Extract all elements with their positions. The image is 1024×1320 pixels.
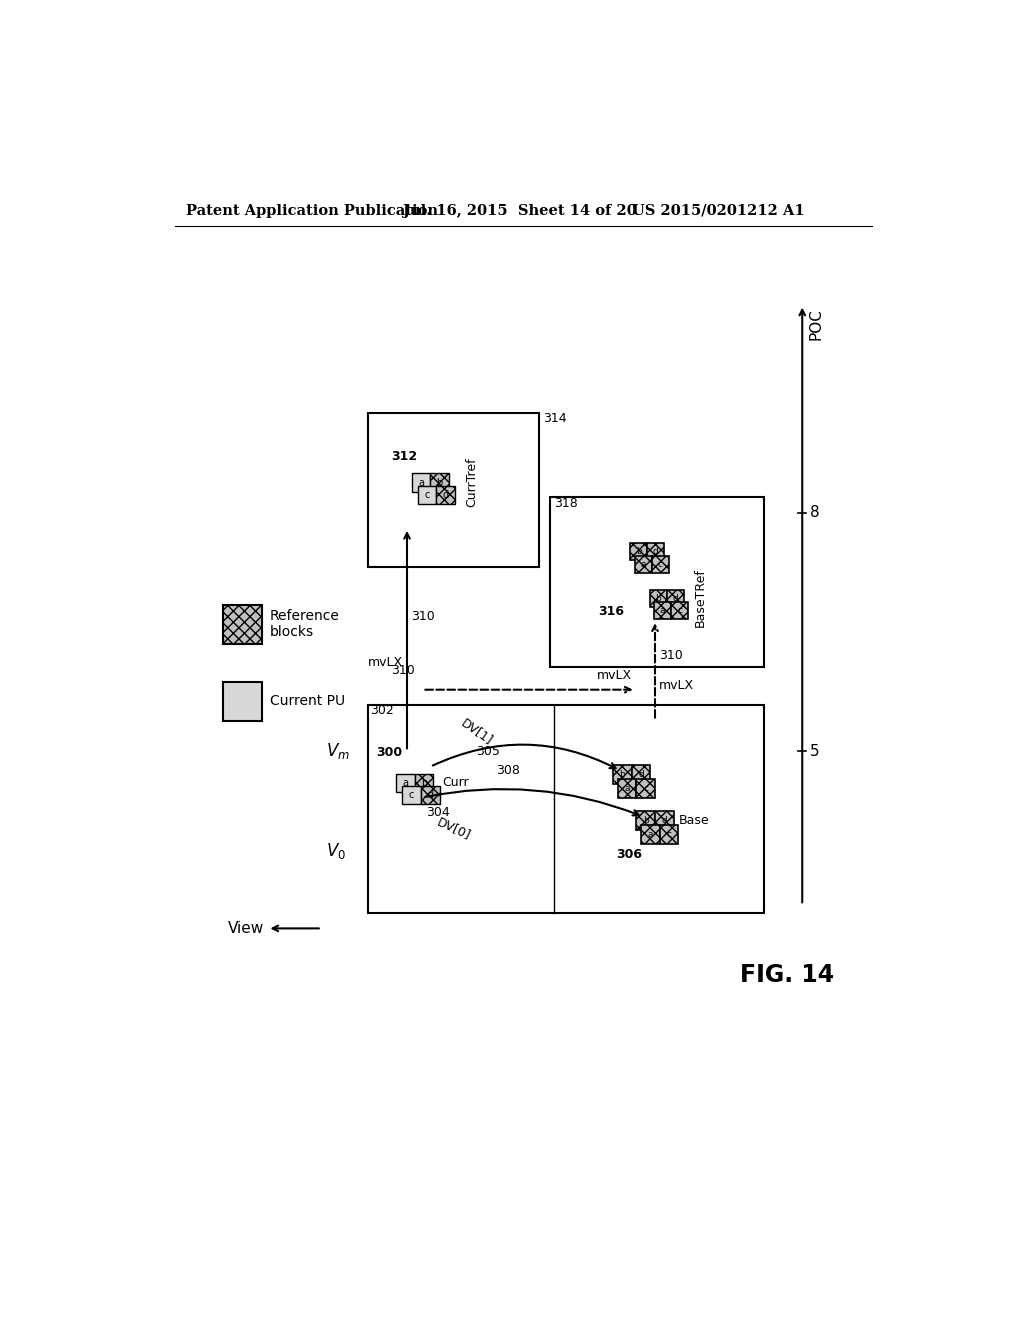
Text: BaseTRef: BaseTRef [693, 568, 707, 627]
Bar [412, 474, 430, 492]
Text: 310: 310 [658, 648, 683, 661]
Bar [667, 590, 684, 607]
Text: Jul. 16, 2015  Sheet 14 of 20: Jul. 16, 2015 Sheet 14 of 20 [403, 203, 637, 218]
Text: a: a [625, 784, 630, 793]
Text: US 2015/0201212 A1: US 2015/0201212 A1 [632, 203, 805, 218]
Text: d: d [673, 594, 678, 602]
Bar [436, 486, 455, 504]
Bar [223, 682, 262, 721]
Bar [418, 486, 436, 504]
Text: mvLX: mvLX [658, 680, 694, 693]
Text: Current PU: Current PU [270, 694, 345, 709]
Bar [421, 785, 439, 804]
Text: 304: 304 [426, 807, 450, 820]
Text: c: c [667, 830, 672, 840]
Text: b: b [655, 594, 660, 602]
Bar [654, 602, 672, 619]
Text: mvLX: mvLX [597, 669, 632, 682]
Bar [647, 544, 665, 561]
Bar [652, 556, 669, 573]
Bar [617, 779, 636, 797]
Text: mvLX: mvLX [368, 656, 403, 669]
Text: a: a [418, 478, 424, 487]
Text: FIG. 14: FIG. 14 [740, 962, 835, 986]
Text: 306: 306 [616, 847, 642, 861]
Text: 308: 308 [496, 764, 520, 777]
Text: d: d [638, 770, 644, 779]
Bar [672, 602, 688, 619]
Bar [655, 812, 674, 830]
Text: 5: 5 [810, 743, 819, 759]
Text: 316: 316 [598, 605, 624, 618]
Bar [630, 544, 647, 561]
Text: View: View [227, 921, 263, 936]
Bar [550, 498, 764, 667]
Text: 314: 314 [543, 412, 566, 425]
Text: $\mathit{V}_0$: $\mathit{V}_0$ [326, 841, 346, 862]
Text: DV[1]: DV[1] [459, 717, 495, 747]
Text: 312: 312 [391, 450, 418, 462]
Text: DV[0]: DV[0] [434, 814, 472, 842]
Text: a: a [402, 777, 409, 788]
Text: d: d [653, 548, 658, 556]
Bar [402, 785, 421, 804]
Text: a: a [641, 560, 646, 569]
Bar [369, 705, 764, 913]
Text: b: b [436, 478, 442, 487]
Bar [396, 774, 415, 792]
Bar [636, 812, 655, 830]
Text: a: a [647, 830, 653, 840]
Text: c: c [677, 606, 682, 615]
Bar [635, 556, 652, 573]
Text: d: d [427, 791, 433, 800]
Text: Reference
blocks: Reference blocks [270, 609, 340, 639]
Text: c: c [643, 784, 648, 793]
Text: Patent Application Publication: Patent Application Publication [186, 203, 438, 218]
Bar [649, 590, 667, 607]
Text: b: b [636, 548, 642, 556]
Bar [641, 825, 659, 843]
Text: 318: 318 [554, 498, 578, 511]
Text: a: a [660, 606, 666, 615]
Bar [223, 605, 262, 644]
Text: Base: Base [678, 814, 709, 828]
Text: d: d [662, 816, 668, 825]
Text: 310: 310 [391, 664, 415, 677]
Text: b: b [620, 770, 626, 779]
Bar [659, 825, 678, 843]
Text: 305: 305 [476, 744, 501, 758]
Text: c: c [409, 791, 415, 800]
Text: Curr: Curr [442, 776, 469, 788]
Text: CurrTref: CurrTref [465, 457, 478, 507]
Text: 302: 302 [370, 704, 393, 717]
Text: d: d [442, 490, 449, 500]
Bar [613, 766, 632, 784]
Bar [430, 474, 449, 492]
Text: 310: 310 [411, 610, 434, 623]
Bar [636, 779, 655, 797]
Text: b: b [643, 816, 648, 825]
Bar [415, 774, 433, 792]
Text: c: c [425, 490, 430, 500]
Text: c: c [658, 560, 663, 569]
Bar [369, 412, 539, 566]
Text: 8: 8 [810, 506, 819, 520]
Bar [632, 766, 650, 784]
Text: b: b [421, 777, 427, 788]
Text: 300: 300 [376, 746, 402, 759]
Text: POC: POC [809, 309, 823, 341]
Text: $\mathit{V}_m$: $\mathit{V}_m$ [326, 742, 349, 762]
